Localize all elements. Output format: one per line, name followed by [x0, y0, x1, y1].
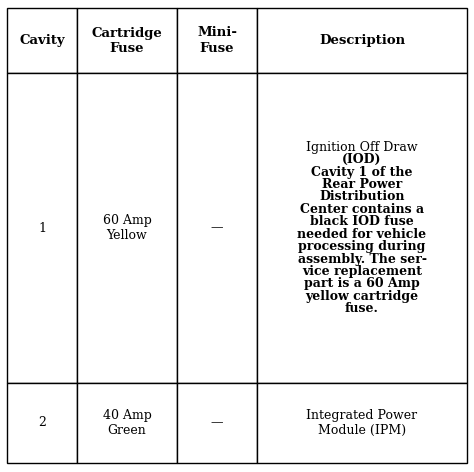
Text: Rear Power: Rear Power: [322, 178, 402, 191]
Bar: [257, 8, 467, 73]
Text: Integrated Power
Module (IPM): Integrated Power Module (IPM): [306, 409, 418, 437]
Bar: [77, 383, 177, 463]
Text: Cartridge
Fuse: Cartridge Fuse: [91, 26, 163, 54]
Text: 60 Amp
Yellow: 60 Amp Yellow: [102, 214, 151, 242]
Text: 40 Amp
Green: 40 Amp Green: [102, 409, 151, 437]
Text: Cavity 1 of the: Cavity 1 of the: [311, 166, 413, 178]
Bar: [7, 73, 77, 383]
Bar: [177, 383, 257, 463]
Text: part is a 60 Amp: part is a 60 Amp: [304, 278, 420, 290]
Bar: [257, 73, 467, 383]
Text: Center contains a: Center contains a: [300, 203, 424, 216]
Text: Cavity: Cavity: [19, 34, 65, 47]
Bar: [177, 8, 257, 73]
Text: Ignition Off Draw: Ignition Off Draw: [306, 141, 418, 154]
Text: Description: Description: [319, 34, 405, 47]
Text: 2: 2: [38, 416, 46, 430]
Text: —: —: [211, 221, 223, 235]
Text: processing during: processing during: [298, 240, 426, 253]
Bar: [77, 73, 177, 383]
Text: vice replacement: vice replacement: [302, 265, 422, 278]
Text: needed for vehicle: needed for vehicle: [298, 228, 427, 241]
Bar: [7, 383, 77, 463]
Text: —: —: [211, 416, 223, 430]
Bar: [7, 8, 77, 73]
Text: (IOD): (IOD): [342, 153, 382, 166]
Text: yellow cartridge: yellow cartridge: [305, 290, 419, 303]
Text: fuse.: fuse.: [345, 302, 379, 315]
Bar: [177, 73, 257, 383]
Text: Mini-
Fuse: Mini- Fuse: [197, 26, 237, 54]
Text: 1: 1: [38, 221, 46, 235]
Text: black IOD fuse: black IOD fuse: [310, 215, 414, 228]
Bar: [77, 8, 177, 73]
Text: assembly. The ser-: assembly. The ser-: [298, 253, 427, 266]
Bar: [257, 383, 467, 463]
Text: Distribution: Distribution: [319, 190, 405, 203]
